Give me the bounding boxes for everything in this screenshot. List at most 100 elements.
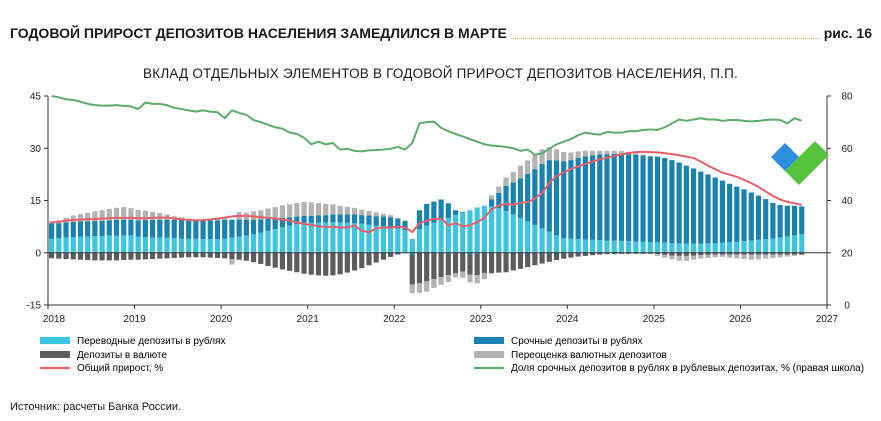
bar-fx_deposits [597, 252, 603, 255]
bar-transfer_rub [568, 238, 574, 253]
bar-fx_revaluation [308, 202, 314, 216]
bar-fx_revaluation [70, 215, 76, 222]
bar-fx_deposits [690, 252, 697, 256]
bar-fx_deposits [553, 252, 560, 261]
bar-term_rub [229, 219, 235, 238]
bar-term_rub [359, 215, 365, 224]
bar-fx_revaluation [633, 153, 639, 155]
bar-transfer_rub [474, 207, 480, 253]
bar-transfer_rub [712, 243, 718, 253]
bar-fx_revaluation [784, 254, 790, 257]
bar-fx_deposits [589, 252, 596, 256]
bar-term_rub [236, 219, 242, 237]
bar-term_rub [171, 220, 177, 239]
bar-term_rub [690, 168, 697, 244]
bar-transfer_rub [763, 239, 769, 253]
line-total_growth [51, 150, 802, 234]
bar-transfer_rub [70, 237, 76, 253]
bar-transfer_rub [99, 236, 105, 253]
bar-fx_deposits [243, 252, 249, 261]
bar-transfer_rub [121, 235, 127, 253]
bar-fx_deposits [727, 252, 733, 255]
bar-fx_revaluation [106, 208, 112, 221]
bar-fx_revaluation [395, 217, 401, 219]
bar-transfer_rub [777, 237, 783, 253]
bar-transfer_rub [92, 236, 98, 253]
bar-fx_revaluation [258, 210, 264, 220]
legend-swatch-term-rub [474, 337, 504, 344]
bar-transfer_rub [149, 237, 156, 253]
bar-fx_deposits [200, 252, 206, 258]
bar-fx_revaluation [438, 277, 444, 285]
bar-fx_revaluation [452, 273, 459, 278]
bar-fx_revaluation [344, 206, 350, 215]
bar-fx_deposits [207, 252, 213, 258]
bar-fx_deposits [409, 254, 415, 285]
bar-fx_deposits [157, 252, 163, 259]
bar-transfer_rub [517, 217, 524, 253]
bar-term_rub [640, 155, 646, 242]
x-tick-label: 2024 [556, 314, 579, 325]
bar-transfer_rub [640, 241, 646, 253]
bar-fx_deposits [496, 252, 502, 273]
bar-term_rub [113, 220, 120, 236]
y2-tick-label: 80 [841, 92, 853, 103]
bar-transfer_rub [683, 243, 689, 253]
bar-fx_deposits [568, 252, 574, 258]
bar-transfer_rub [200, 239, 206, 253]
bar-transfer_rub [77, 236, 84, 253]
bar-transfer_rub [56, 238, 62, 253]
bar-transfer_rub [323, 222, 329, 253]
bar-fx_deposits [236, 252, 242, 260]
bar-term_rub [416, 210, 423, 230]
bar-term_rub [525, 174, 531, 222]
bar-fx_deposits [431, 252, 437, 280]
bar-transfer_rub [402, 230, 408, 253]
bar-fx_revaluation [676, 255, 682, 261]
bar-fx_deposits [460, 252, 466, 272]
bar-fx_revaluation [99, 210, 105, 221]
bar-fx_deposits [344, 252, 350, 273]
bar-fx_revaluation [229, 259, 235, 265]
bar-fx_deposits [640, 252, 646, 254]
bar-term_rub [92, 221, 98, 237]
bar-fx_deposits [546, 252, 552, 262]
bar-fx_revaluation [539, 149, 545, 164]
bar-transfer_rub [214, 239, 221, 253]
bar-fx_deposits [503, 252, 509, 273]
bar-fx_deposits [222, 252, 228, 259]
bar-fx_revaluation [142, 210, 148, 221]
bar-fx_deposits [719, 252, 726, 255]
bar-fx_deposits [49, 252, 55, 259]
bar-term_rub [77, 221, 84, 237]
bar-transfer_rub [626, 241, 632, 253]
bar-fx_deposits [70, 252, 76, 260]
bar-term_rub [315, 215, 322, 223]
bar-transfer_rub [467, 210, 473, 253]
bar-term_rub [763, 199, 769, 240]
bar-fx_revaluation [561, 152, 567, 162]
bar-transfer_rub [287, 225, 293, 253]
bar-transfer_rub [582, 239, 588, 253]
bar-term_rub [604, 154, 610, 241]
bar-transfer_rub [496, 208, 502, 253]
bar-transfer_rub [647, 242, 653, 253]
bar-term_rub [777, 205, 783, 238]
y-tick-label: 15 [30, 196, 42, 207]
bar-term_rub [258, 219, 264, 233]
bar-transfer_rub [308, 222, 314, 253]
bar-fx_revaluation [77, 214, 84, 222]
bar-fx_deposits [654, 252, 661, 255]
bar-fx_deposits [323, 252, 329, 276]
bar-transfer_rub [452, 215, 459, 253]
bar-fx_deposits [712, 252, 718, 255]
bar-transfer_rub [784, 236, 790, 253]
bar-transfer_rub [222, 238, 228, 253]
bar-fx_deposits [128, 252, 134, 260]
bar-fx_revaluation [424, 281, 430, 292]
bar-fx_deposits [698, 252, 704, 256]
bar-transfer_rub [597, 240, 603, 253]
legend-label-term-share: Доля срочных депозитов в рублях в рублев… [511, 362, 864, 374]
bar-fx_revaluation [734, 254, 740, 259]
bar-fx_revaluation [727, 254, 733, 258]
